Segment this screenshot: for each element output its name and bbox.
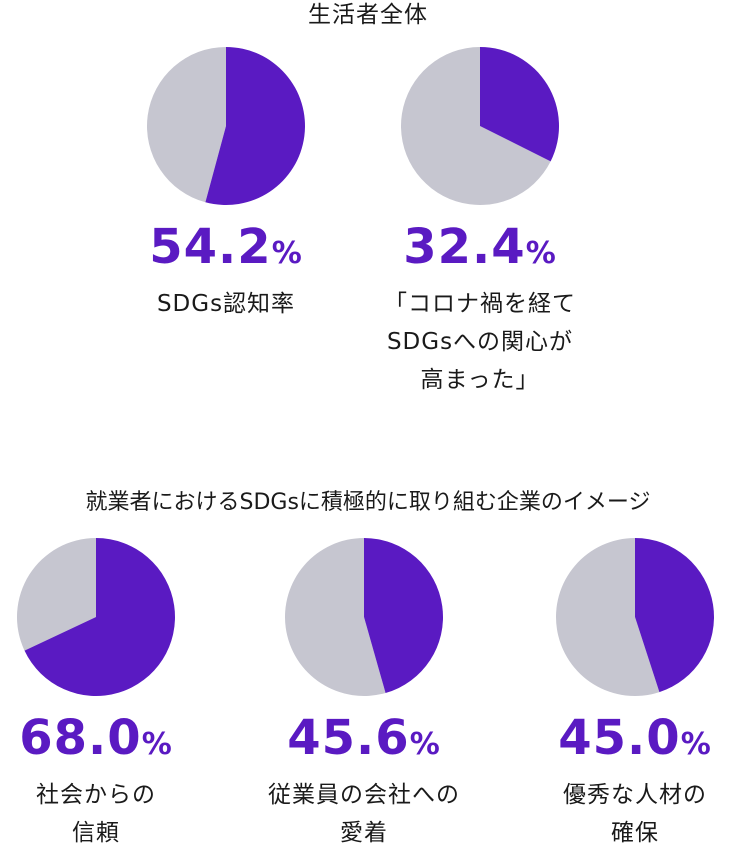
pie-chart-talent-acquisition: [556, 538, 714, 696]
pie-block-social-trust: 68.0% 社会からの 信頼: [0, 537, 216, 852]
pie-slice-value: [480, 46, 559, 162]
pie-chart-employee-attachment: [285, 538, 443, 696]
percent-unit: %: [409, 727, 441, 762]
pie-slice-value: [24, 538, 175, 696]
percent-unit: %: [141, 727, 173, 762]
percent-value: 68.0%: [0, 714, 216, 762]
pie-slice-value: [635, 538, 714, 693]
percent-number: 45.0: [558, 710, 681, 766]
percent-number: 68.0: [19, 710, 142, 766]
percent-number: 54.2: [149, 219, 272, 275]
pie-chart-interest-after-covid: [401, 46, 559, 206]
pie-block-employee-attachment: 45.6% 従業員の会社への 愛着: [244, 537, 484, 852]
pie-slice-value: [205, 47, 305, 206]
pie-block-sdgs-awareness: 54.2% SDGs認知率: [106, 46, 346, 323]
pie-label: 社会からの 信頼: [36, 782, 156, 846]
percent-number: 45.6: [287, 710, 410, 766]
percent-value: 32.4%: [360, 223, 600, 271]
pie-slice-remainder: [147, 47, 226, 203]
pie-slice-remainder: [285, 538, 386, 696]
pie-slice-remainder: [401, 47, 551, 206]
pie-chart-sdgs-awareness: [147, 47, 305, 206]
pie-slice-remainder: [16, 538, 96, 651]
section-title-all-consumers: 生活者全体: [308, 2, 428, 28]
pie-block-talent-acquisition: 45.0% 優秀な人材の 確保: [515, 537, 736, 852]
percent-unit: %: [680, 727, 712, 762]
pie-label: 優秀な人材の 確保: [563, 782, 707, 846]
percent-value: 45.6%: [244, 714, 484, 762]
percent-unit: %: [525, 236, 557, 271]
pie-slice-value: [364, 538, 443, 694]
percent-unit: %: [271, 236, 303, 271]
pie-block-interest-after-covid: 32.4% 「コロナ禍を経て SDGsへの関心が 高まった」: [360, 46, 600, 399]
percent-value: 45.0%: [515, 714, 736, 762]
percent-number: 32.4: [403, 219, 526, 275]
percent-value: 54.2%: [106, 223, 346, 271]
pie-label: 「コロナ禍を経て SDGsへの関心が 高まった」: [384, 291, 576, 393]
pie-slice-remainder: [556, 538, 660, 696]
section-title-employee-image: 就業者におけるSDGsに積極的に取り組む企業のイメージ: [85, 490, 651, 515]
pie-label: SDGs認知率: [156, 291, 296, 317]
pie-label: 従業員の会社への 愛着: [268, 782, 460, 846]
pie-chart-social-trust: [16, 538, 175, 696]
